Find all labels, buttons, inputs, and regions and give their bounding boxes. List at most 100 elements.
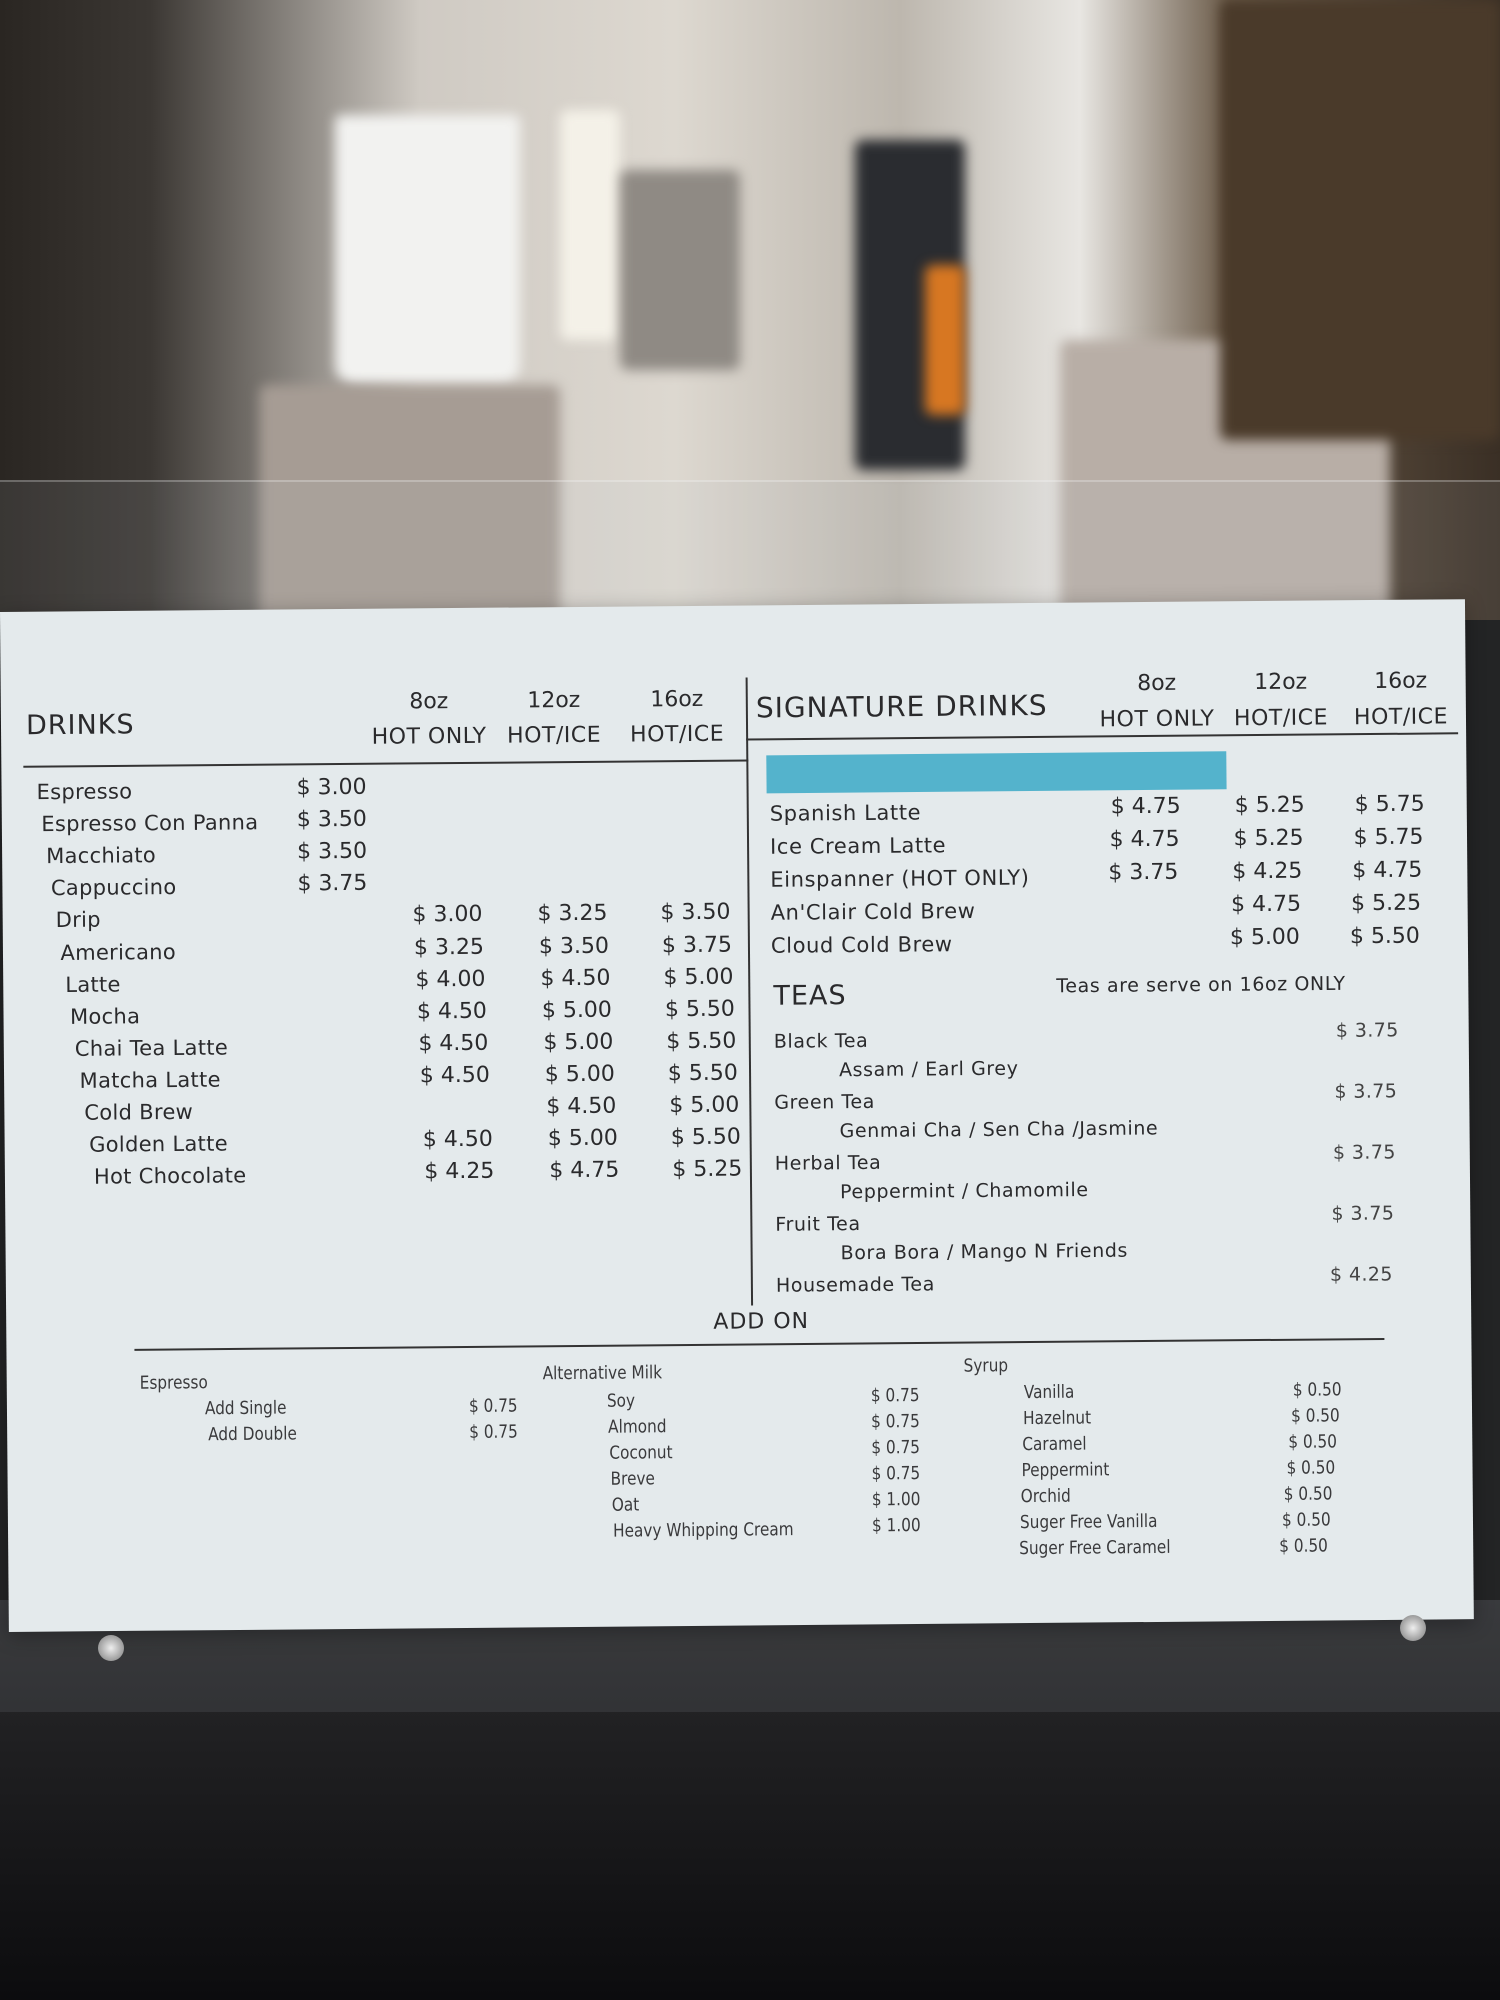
tea-name: Fruit Tea [775,1213,861,1236]
addon-milk-price: $ 0.75 [871,1463,921,1485]
drink-price: $ 5.00 [547,1125,618,1152]
orange-bottle [925,265,965,415]
tea-varieties: Genmai Cha / Sen Cha /Jasmine [839,1117,1159,1143]
tea-price: $ 3.75 [1331,1202,1395,1225]
addon-milk-title: Alternative Milk [542,1362,663,1385]
drink-name: Chai Tea Latte [74,1035,229,1061]
addon-milk-price: $ 1.00 [871,1489,921,1511]
size-label: 12oz [1254,669,1308,696]
addon-syrup-price: $ 0.50 [1285,1457,1335,1479]
counter-surface [0,1600,1500,2000]
addon-syrup-price: $ 0.50 [1288,1431,1338,1453]
temp-label: HOT ONLY [1099,706,1215,733]
tea-price: $ 3.75 [1332,1141,1396,1164]
signature-drink-price: $ 5.75 [1353,824,1424,851]
espresso-machine [620,170,740,370]
drink-name: Espresso Con Panna [41,810,259,837]
bottle [560,110,620,340]
addon-syrup-price: $ 0.50 [1281,1509,1331,1531]
drink-price: $ 3.50 [296,806,367,833]
addon-milk-price: $ 0.75 [870,1385,920,1407]
drink-price: $ 5.25 [672,1156,743,1183]
addon-syrup-item: Vanilla [1023,1381,1075,1404]
signature-drink-name: An'Clair Cold Brew [770,898,976,925]
drink-price: $ 4.50 [419,1062,490,1089]
signature-drink-price: $ 4.25 [1232,858,1303,885]
addon-espresso-item: Add Double [208,1423,297,1446]
signature-drink-price: $ 4.75 [1352,857,1423,884]
drink-price: $ 4.50 [540,965,611,991]
addon-milk-item: Soy [606,1390,636,1412]
size-label: 8oz [1137,670,1177,697]
addon-syrup-price: $ 0.50 [1292,1379,1342,1401]
shelves [1220,0,1500,440]
tea-varieties: Peppermint / Chamomile [839,1179,1089,1204]
tea-varieties: Bora Bora / Mango N Friends [840,1239,1129,1265]
signature-drink-name: Cloud Cold Brew [770,932,953,958]
drink-name: Americano [60,939,177,965]
drink-price: $ 5.00 [669,1092,740,1119]
signature-drink-price: $ 5.75 [1354,791,1425,818]
drink-name: Macchiato [46,843,157,869]
tea-name: Green Tea [774,1090,876,1114]
addon-syrup-price: $ 0.50 [1279,1535,1328,1557]
addon-milk-item: Oat [611,1494,640,1516]
temp-label: HOT/ICE [507,722,602,749]
tea-name: Black Tea [773,1029,869,1053]
drink-price: $ 3.25 [413,934,485,960]
drink-price: $ 3.75 [297,871,368,897]
drink-price: $ 5.00 [544,1061,615,1088]
addon-syrup-item: Hazelnut [1022,1407,1092,1430]
signature-title: SIGNATURE DRINKS [755,688,1048,725]
addon-espresso-price: $ 0.75 [469,1421,518,1443]
tea-name: Herbal Tea [774,1151,882,1175]
drink-name: Espresso [36,779,133,805]
stand-bolt-left [98,1635,124,1661]
tea-price: $ 4.25 [1329,1263,1393,1286]
addon-milk-price: $ 0.75 [871,1437,921,1459]
addon-espresso-item: Add Single [204,1397,287,1420]
signature-drink-price: $ 4.75 [1231,891,1302,918]
drink-name: Latte [65,972,121,997]
size-label: 16oz [1374,668,1428,695]
drink-price: $ 3.00 [412,902,483,928]
addon-milk-item: Almond [608,1416,667,1438]
drink-price: $ 4.00 [415,966,486,992]
addon-syrup-price: $ 0.50 [1290,1405,1340,1427]
drink-price: $ 5.50 [666,1028,737,1054]
drink-price: $ 4.50 [422,1126,493,1153]
steel-counter [260,385,560,625]
drink-price: $ 3.75 [661,932,733,958]
size-label: 8oz [409,689,449,715]
signature-drink-price: $ 5.50 [1349,923,1420,950]
paper-cup [335,115,520,385]
temp-label: HOT/ICE [630,721,725,748]
drink-price: $ 5.50 [670,1124,741,1151]
drink-price: $ 3.25 [537,901,608,927]
drink-price: $ 4.75 [549,1157,620,1184]
size-label: 12oz [527,687,581,714]
drink-price: $ 3.00 [296,774,367,801]
drink-price: $ 4.50 [416,998,487,1025]
addon-rule [134,1337,1385,1351]
drink-name: Cold Brew [84,1099,194,1125]
redaction-tape [766,751,1227,794]
signature-drink-name: Spanish Latte [769,800,922,826]
temp-label: HOT ONLY [371,723,487,750]
signature-header-rule [746,732,1459,741]
signature-drink-price: $ 5.25 [1234,792,1305,819]
drink-price: $ 5.00 [541,997,612,1023]
drink-name: Matcha Latte [79,1067,221,1093]
signature-drink-price: $ 4.75 [1109,826,1180,853]
addon-syrup-item: Suger Free Caramel [1019,1536,1171,1560]
drink-price: $ 3.50 [297,838,368,865]
addon-syrup-item: Peppermint [1021,1459,1110,1482]
addon-syrup-price: $ 0.50 [1283,1483,1333,1505]
tea-price: $ 3.75 [1335,1019,1399,1042]
drink-price: $ 5.50 [664,996,735,1022]
addon-milk-price: $ 1.00 [871,1515,921,1537]
drink-name: Hot Chocolate [93,1163,247,1189]
addon-syrup-item: Suger Free Vanilla [1019,1510,1158,1534]
drinks-title: DRINKS [25,709,135,742]
